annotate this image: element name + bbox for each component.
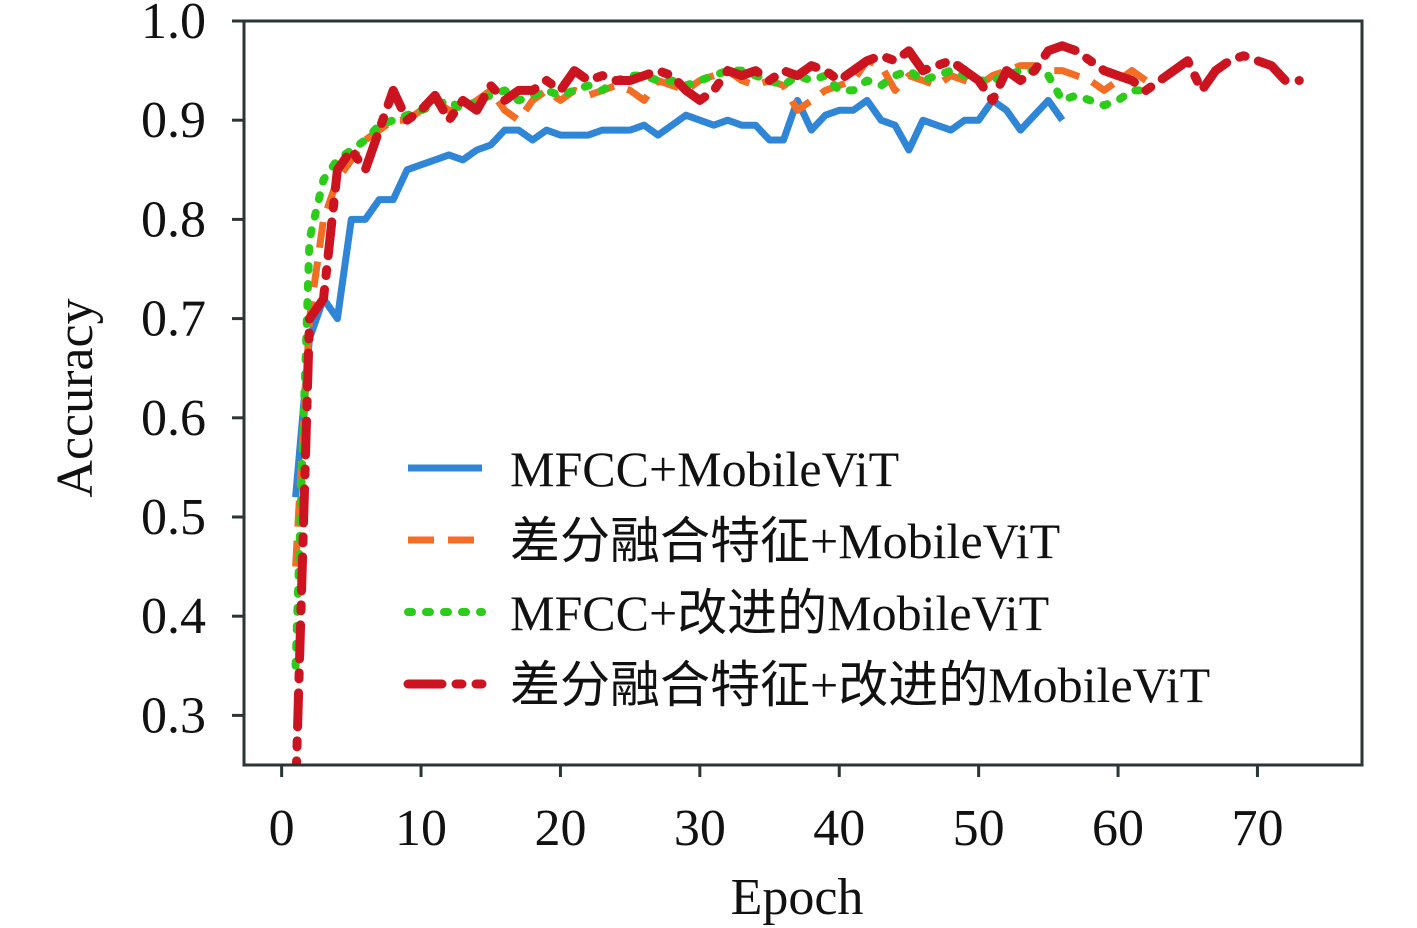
y-tick-label: 0.3 — [141, 687, 206, 744]
x-tick-label: 40 — [813, 800, 865, 857]
y-axis-label: Accuracy — [47, 298, 104, 497]
legend-label-2: 差分融合特征+MobileViT — [510, 513, 1060, 569]
y-tick-label: 0.6 — [141, 390, 206, 447]
series-line-4 — [291, 41, 1304, 765]
legend: MFCC+MobileViT 差分融合特征+MobileViT MFCC+改进的Mo… — [403, 441, 1210, 713]
y-tick-label: 0.5 — [141, 489, 206, 546]
legend-label-3: MFCC+改进的MobileViT — [510, 585, 1049, 641]
x-tick-label: 30 — [674, 800, 726, 857]
x-tick-label: 60 — [1092, 800, 1144, 857]
legend-label-1: MFCC+MobileViT — [510, 441, 899, 497]
y-tick-label: 0.8 — [141, 191, 206, 248]
series-line-3 — [291, 66, 1150, 670]
x-tick-label: 70 — [1231, 800, 1283, 857]
y-tick-label: 0.9 — [141, 92, 206, 149]
x-tick-label: 20 — [534, 800, 586, 857]
y-tick-label: 0.7 — [141, 291, 206, 348]
x-tick-label: 50 — [953, 800, 1005, 857]
plot-frame — [242, 19, 1364, 767]
legend-label-4: 差分融合特征+改进的MobileViT — [510, 657, 1210, 713]
x-tick-label: 10 — [395, 800, 447, 857]
series-line-1 — [292, 96, 1066, 498]
y-tick-label: 0.4 — [141, 588, 206, 645]
y-tick-label: 1.0 — [141, 0, 206, 50]
x-tick-label: 0 — [269, 800, 295, 857]
x-axis-label: Epoch — [731, 869, 864, 926]
